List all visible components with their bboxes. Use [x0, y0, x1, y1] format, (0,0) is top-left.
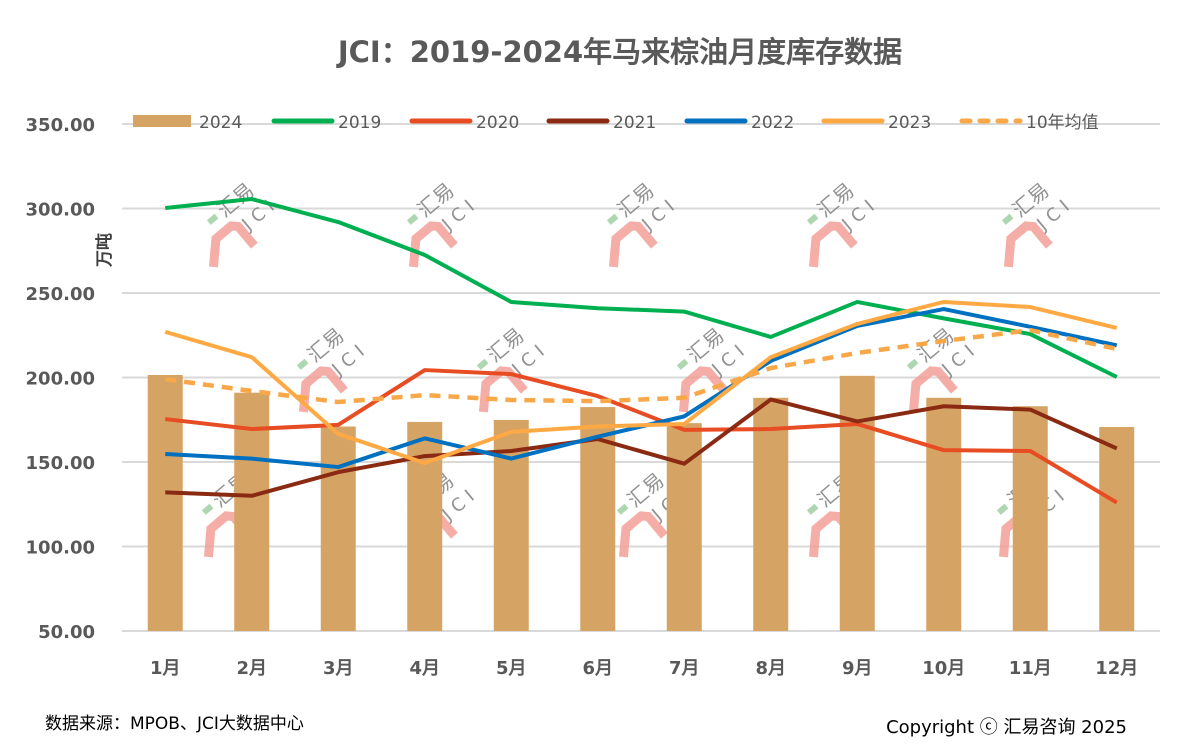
bar-2024-2月 — [234, 392, 270, 631]
x-tick-label: 4月 — [409, 658, 440, 679]
bar-2024-1月 — [147, 374, 183, 631]
y-tick-label: 200.00 — [26, 369, 95, 390]
bar-2024-9月 — [839, 375, 875, 631]
bar-2024-3月 — [320, 426, 356, 631]
x-tick-label: 12月 — [1095, 658, 1138, 679]
y-axis-ticks: 50.00 100.00 150.00 200.00 250.00 300.00 350.0… — [26, 115, 95, 643]
x-tick-label: 5月 — [496, 658, 527, 679]
bar-2024-12月 — [1099, 427, 1135, 631]
y-tick-label: 300.00 — [26, 200, 95, 221]
bars — [147, 374, 1135, 631]
legend-label: 2022 — [751, 113, 794, 133]
x-tick-label: 11月 — [1009, 658, 1052, 679]
bar-2024-11月 — [1012, 406, 1048, 631]
legend-label: 10年均值 — [1026, 113, 1099, 133]
legend-label: 2020 — [476, 113, 519, 133]
x-tick-label: 8月 — [755, 658, 786, 679]
x-tick-label: 1月 — [150, 658, 181, 679]
x-tick-label: 9月 — [842, 658, 873, 679]
legend-label: 2021 — [613, 113, 656, 133]
chart-title: JCI：2019-2024年马来棕油月度库存数据 — [336, 35, 902, 69]
y-tick-label: 350.00 — [26, 115, 95, 136]
lines — [164, 197, 1118, 505]
y-axis-label: 万吨 — [94, 233, 115, 268]
source-note: 数据来源：MPOB、JCI大数据中心 — [45, 714, 304, 734]
legend-label: 2023 — [888, 113, 931, 133]
x-tick-label: 3月 — [323, 658, 354, 679]
x-tick-label: 6月 — [582, 658, 613, 679]
line-2023 — [164, 299, 1118, 466]
bar-2024-4月 — [407, 421, 443, 631]
line-2019 — [165, 197, 1118, 379]
copyright-note: Copyright ⓒ 汇易咨询 2025 — [886, 717, 1127, 738]
y-tick-label: 50.00 — [38, 622, 95, 643]
line-10年均值 — [164, 327, 1118, 405]
legend-label: 2024 — [199, 113, 242, 133]
x-tick-label: 10月 — [922, 658, 965, 679]
legend-label: 2019 — [338, 113, 381, 133]
x-axis-ticks: 1月 2月 3月 4月 5月 6月 7月 8月 9月 10月 11月 12月 — [150, 658, 1138, 679]
bar-2024-8月 — [753, 397, 789, 631]
bar-2024-10月 — [926, 397, 962, 631]
x-tick-label: 7月 — [669, 658, 700, 679]
line-2021 — [165, 397, 1118, 498]
line-2020 — [165, 368, 1118, 505]
bar-2024-7月 — [666, 423, 702, 631]
y-tick-label: 100.00 — [26, 538, 95, 559]
y-tick-label: 250.00 — [26, 284, 95, 305]
legend-swatch — [133, 115, 191, 127]
legend: 2024 2019 2020 2021 2022 2023 10年均值 — [133, 113, 1099, 133]
y-tick-label: 150.00 — [26, 453, 95, 474]
x-tick-label: 2月 — [236, 658, 267, 679]
